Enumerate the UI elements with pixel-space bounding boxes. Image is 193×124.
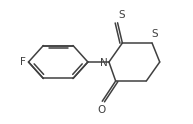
Text: S: S [152,29,158,39]
Text: N: N [100,58,108,68]
Text: O: O [97,105,105,115]
Text: S: S [118,10,125,20]
Text: F: F [20,57,26,67]
